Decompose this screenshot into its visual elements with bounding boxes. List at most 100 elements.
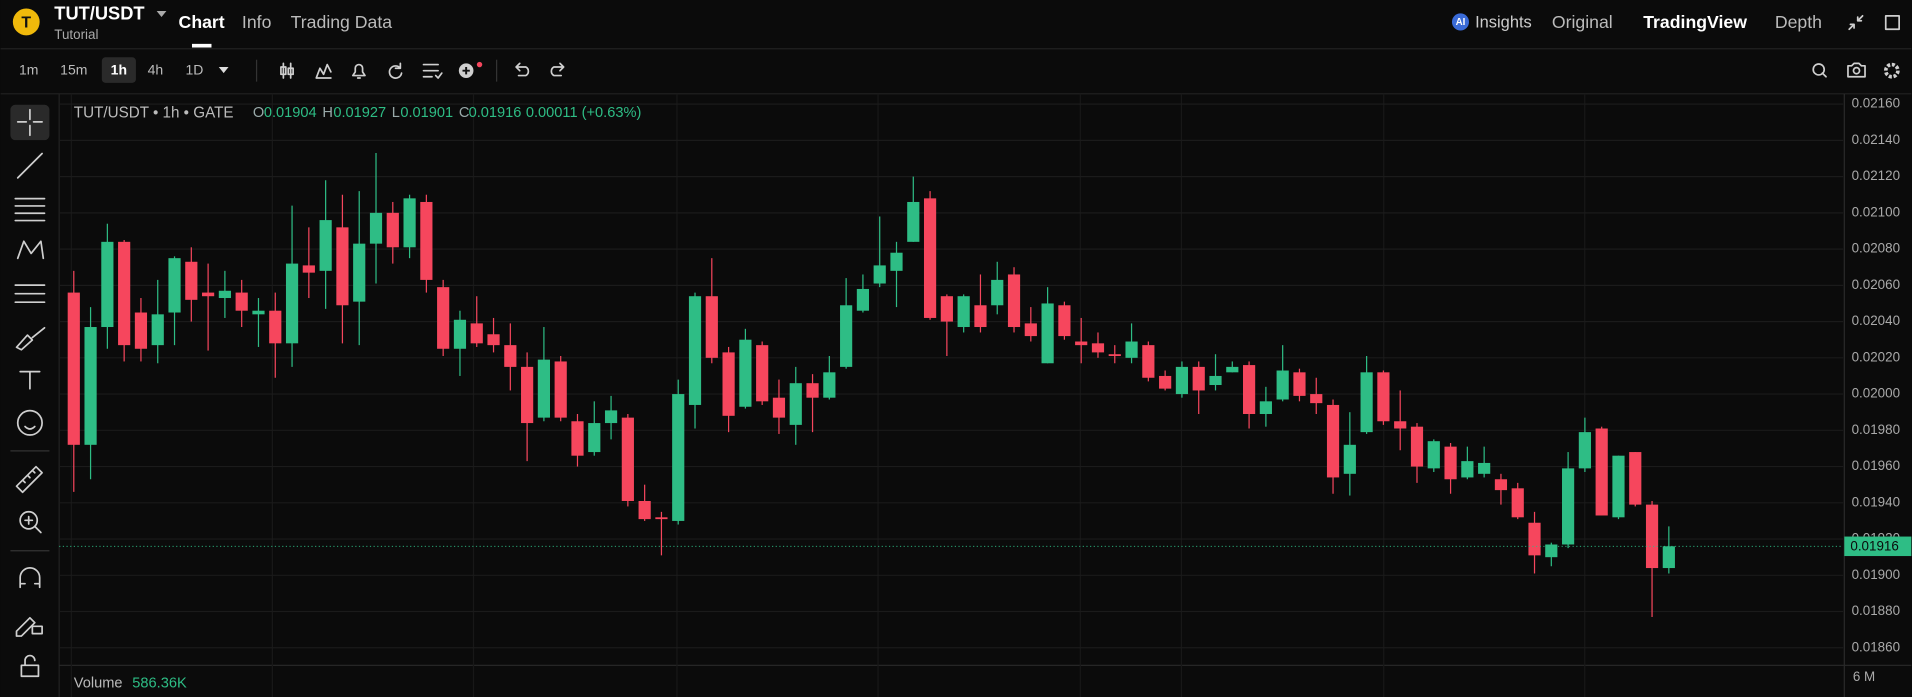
brush-tool[interactable] [15,326,46,351]
candle-body [134,312,148,349]
candle-body [1175,366,1189,395]
candle-body [1007,274,1021,328]
lock-tool[interactable] [20,654,40,678]
candle-body [235,292,248,311]
candle-body [789,383,802,425]
tool-active-bg [10,104,50,141]
candle-body [756,345,769,402]
tab[interactable]: Trading Data [291,12,393,32]
candle-body [1410,426,1424,467]
candle-body [285,263,299,344]
candle-body [1276,370,1289,400]
zoom-tool[interactable] [19,510,39,530]
camera-icon[interactable] [1847,62,1866,78]
candle-body [638,500,651,520]
legend-key: O [253,105,264,121]
fullscreen-icon[interactable] [1884,14,1900,31]
candle-body [1242,365,1256,415]
candle-body [269,310,282,344]
view-link[interactable]: Original [1552,12,1613,32]
symbol[interactable]: TUT/USDT [54,2,144,23]
candle-body [1326,404,1340,478]
interval[interactable]: 1D [185,61,203,77]
candle-body [151,314,164,346]
candle-body [672,394,685,521]
candle-body [1394,421,1407,429]
horizontal-lines-tool[interactable] [14,197,46,222]
candle-body [940,296,953,322]
template-icon[interactable] [422,63,443,79]
tab-underline [191,43,212,48]
candle-body [1494,479,1508,491]
settings-icon[interactable] [1883,62,1900,79]
candle-body [386,212,399,248]
candle-body [571,421,584,456]
redo-icon[interactable] [550,62,565,77]
interval[interactable]: 1m [19,61,38,77]
camera-lens [1852,66,1861,75]
dropdown-arrow[interactable] [156,10,167,18]
candle-body [487,334,500,346]
legend-value: 0.01927 [333,105,386,121]
volume-label: Volume [74,675,123,691]
candle-body [1478,462,1491,474]
candle-body [67,292,80,445]
candle-body [1629,452,1642,505]
view-link[interactable]: Depth [1775,12,1822,32]
alert-icon[interactable] [351,63,366,79]
candle-body [1511,488,1524,518]
candle-body [1377,372,1390,422]
candle-body [772,397,786,418]
legend-title: TUT/USDT • 1h • GATE [74,104,234,121]
candle-body [856,288,870,311]
insights-icon [1451,13,1470,31]
draw-lock-tool[interactable] [15,616,43,637]
y-tick-label: 0.01960 [1852,458,1900,473]
y-tick-label: 0.02160 [1852,96,1900,111]
candle-body [1310,394,1323,404]
candle-body [655,517,668,520]
undo-icon[interactable] [515,62,530,77]
candle-body [1595,428,1608,516]
crosshair-tool[interactable] [16,108,43,137]
pattern-tool[interactable] [16,240,45,260]
interval[interactable]: 15m [60,61,87,77]
view-link[interactable]: TradingView [1643,12,1747,32]
candle-body [1209,375,1222,386]
candle-body [907,201,920,242]
candle-body [991,279,1004,306]
candle-body [840,305,853,367]
fibonacci-tool[interactable] [14,284,46,304]
ruler-tool[interactable] [15,465,43,494]
candle-body [974,305,987,328]
candle-body [168,258,181,313]
interval[interactable]: 1h [111,61,127,77]
candle-body [1545,544,1558,558]
candle-body [1360,372,1373,433]
candle-body [353,243,366,302]
candle-body [1024,323,1037,337]
candle-type-icon[interactable] [280,62,294,79]
legend-key: C [459,105,470,121]
collapse-icon[interactable] [1848,14,1864,31]
emoji-tool[interactable] [16,409,43,436]
candle-body [537,359,550,418]
subtitle: Tutorial [54,27,98,42]
interval-dropdown[interactable] [218,67,229,74]
magnet-tool[interactable] [19,566,41,589]
tab[interactable]: Info [242,12,272,32]
indicator-icon[interactable] [315,63,332,79]
replay-icon[interactable] [388,62,403,79]
last-price-box [1844,536,1912,557]
candle-body [218,290,231,299]
text-tool[interactable] [19,370,41,390]
search-icon[interactable] [1812,63,1826,76]
view-link[interactable]: Insights [1475,13,1532,31]
interval[interactable]: 4h [148,61,164,77]
tab[interactable]: Chart [179,12,225,32]
candle-body [252,310,265,315]
candle-body [890,252,903,271]
candle-body [705,296,718,358]
line-tool[interactable] [16,152,43,179]
